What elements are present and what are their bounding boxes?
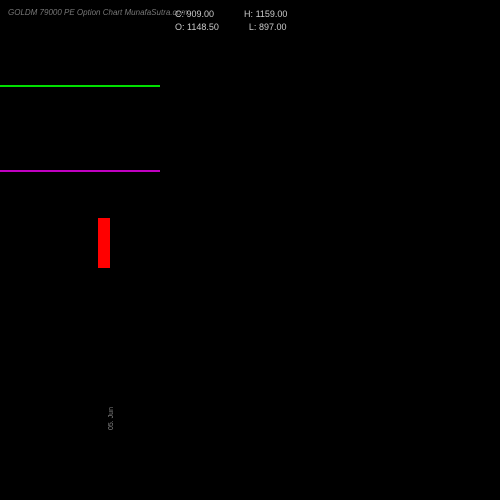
candle-body <box>98 218 110 268</box>
indicator-line-1 <box>0 85 160 87</box>
x-axis-label: 05. Jun <box>108 407 115 430</box>
indicator-line-2 <box>0 170 160 172</box>
chart-area: 05. Jun <box>0 0 500 500</box>
